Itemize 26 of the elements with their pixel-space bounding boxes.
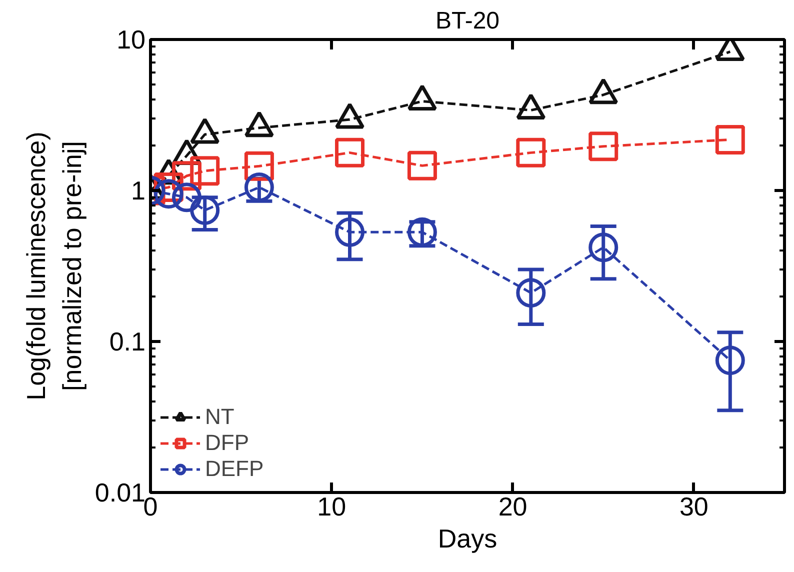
- x-tick-label: 10: [317, 492, 346, 522]
- y-tick-label: 10: [116, 24, 146, 54]
- point: [244, 151, 274, 181]
- point: [588, 232, 618, 262]
- chart-title: BT-20: [435, 8, 500, 34]
- point: [190, 196, 220, 225]
- y-tick-label: 0.1: [109, 326, 146, 356]
- point: [335, 138, 365, 168]
- point: [516, 138, 546, 168]
- point: [407, 150, 437, 180]
- point: [516, 278, 546, 308]
- legend-label: DEFP: [205, 456, 264, 482]
- point: [154, 179, 184, 209]
- point: [588, 132, 618, 162]
- y-axis-title: Log(fold luminescence) [normalized to pre-inj]: [20, 132, 87, 400]
- point: [715, 346, 745, 376]
- point: [190, 156, 220, 186]
- legend-label: NT: [205, 404, 234, 430]
- x-axis-title: Days: [438, 524, 498, 554]
- x-tick-label: 0: [143, 492, 158, 522]
- x-tick-label: 20: [498, 492, 528, 522]
- legend-label: DFP: [205, 430, 249, 456]
- point: [715, 124, 745, 154]
- x-tick-label: 30: [679, 492, 708, 522]
- y-tick-label: 1: [131, 176, 146, 206]
- point: [335, 217, 365, 247]
